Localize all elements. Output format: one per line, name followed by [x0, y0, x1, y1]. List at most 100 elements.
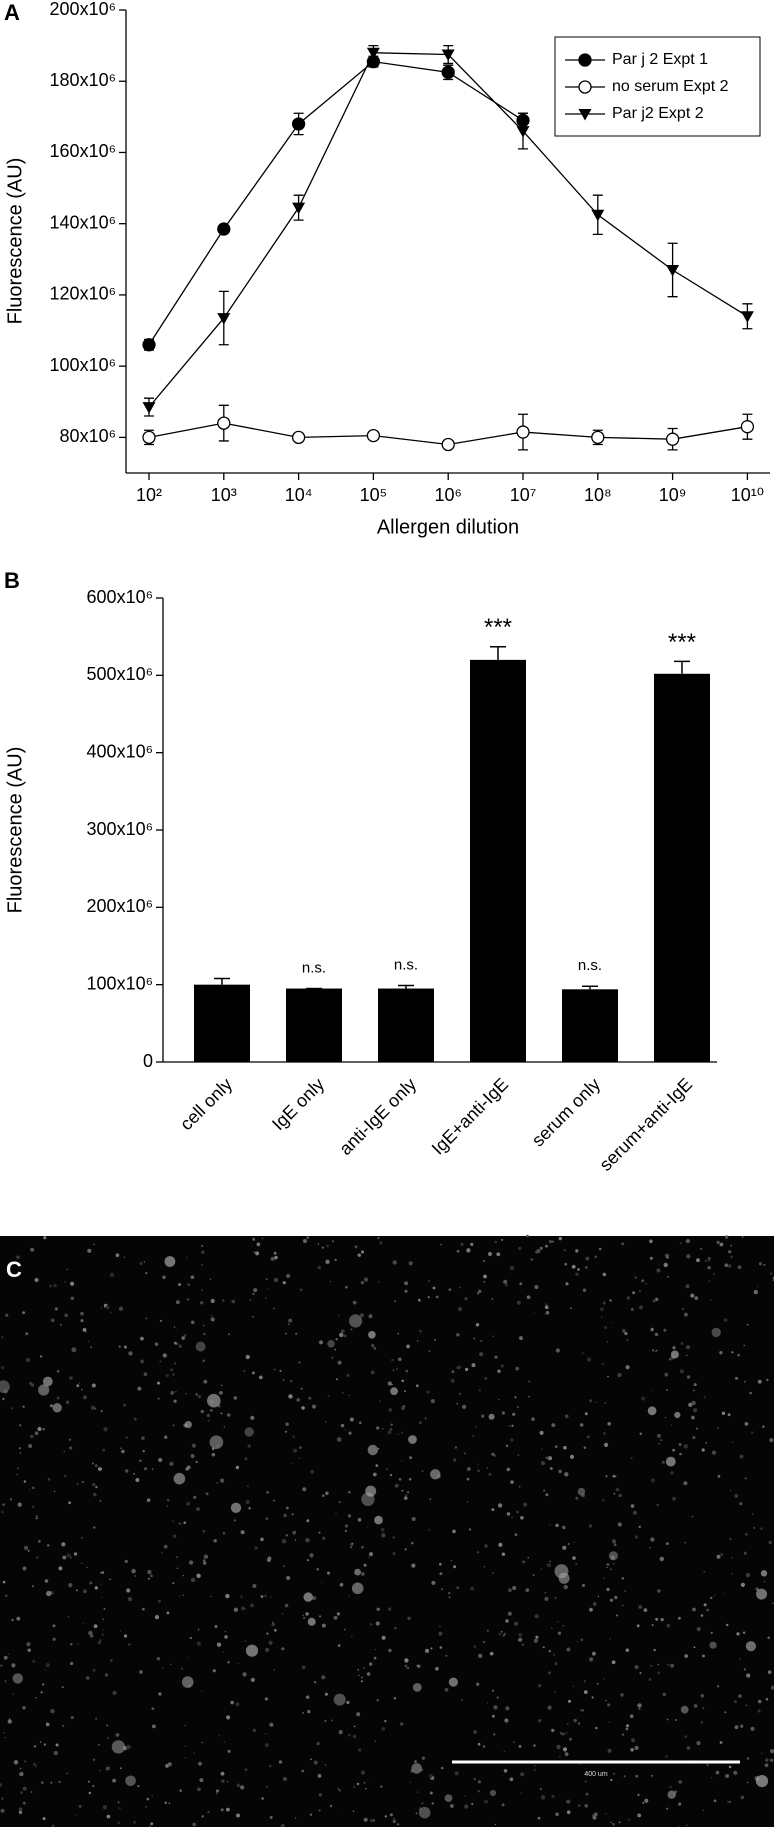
cell-spot — [283, 1777, 287, 1781]
cell-spot — [398, 1477, 402, 1481]
cell-spot — [2, 1397, 5, 1401]
cell-spot — [730, 1244, 733, 1247]
cell-spot — [166, 1505, 168, 1507]
cell-spot — [717, 1474, 721, 1478]
cell-spot — [693, 1408, 698, 1413]
cell-spot — [760, 1527, 763, 1530]
cell-spot — [662, 1460, 665, 1464]
cell-spot — [618, 1821, 621, 1824]
cell-spot — [369, 1662, 373, 1666]
cell-spot — [601, 1316, 603, 1318]
cell-spot — [491, 1298, 494, 1300]
cell-spot — [453, 1458, 457, 1462]
cell-spot — [191, 1443, 196, 1448]
cell-spot — [334, 1348, 337, 1351]
cell-spot — [178, 1283, 182, 1286]
cell-spot — [687, 1375, 691, 1379]
cell-spot — [147, 1577, 150, 1580]
cell-spot — [89, 1581, 93, 1585]
cell-spot — [11, 1663, 16, 1668]
cell-spot — [81, 1562, 83, 1565]
cell-spot — [629, 1714, 634, 1718]
cell-spot — [651, 1624, 654, 1626]
cell-spot — [3, 1655, 8, 1660]
marker — [292, 202, 306, 215]
cell-spot — [539, 1430, 544, 1435]
cell-spot — [101, 1633, 104, 1636]
cell-spot — [258, 1375, 263, 1380]
cell-spot — [404, 1496, 408, 1500]
cell-spot — [745, 1704, 748, 1707]
cell-cluster — [680, 1705, 689, 1714]
error-bar — [490, 645, 506, 660]
cell-spot — [178, 1344, 182, 1348]
cell-spot — [538, 1684, 542, 1688]
cell-spot — [532, 1574, 535, 1576]
cell-spot — [581, 1352, 584, 1355]
cell-spot — [638, 1525, 641, 1528]
cell-spot — [344, 1524, 348, 1528]
cell-cluster — [111, 1740, 126, 1754]
cell-spot — [596, 1682, 599, 1685]
cell-spot — [20, 1791, 23, 1795]
cell-spot — [606, 1341, 608, 1343]
cell-spot — [139, 1459, 142, 1462]
cell-spot — [282, 1379, 285, 1381]
cell-cluster — [367, 1444, 378, 1456]
cell-spot — [719, 1741, 723, 1744]
cell-spot — [700, 1694, 705, 1698]
cell-spot — [566, 1810, 571, 1814]
cell-spot — [408, 1478, 412, 1481]
cell-spot — [235, 1465, 240, 1470]
cell-spot — [411, 1517, 416, 1521]
cell-spot — [607, 1375, 609, 1378]
cell-spot — [318, 1809, 321, 1812]
y-tick-label: 400x10⁶ — [87, 741, 153, 761]
cell-spot — [739, 1658, 741, 1660]
cell-spot — [285, 1422, 289, 1426]
y-tick-label: 100x10⁶ — [87, 973, 153, 993]
cell-spot — [41, 1781, 44, 1784]
cell-spot — [710, 1596, 713, 1600]
cell-spot — [537, 1816, 541, 1820]
cell-spot — [250, 1677, 255, 1682]
cell-spot — [252, 1292, 255, 1295]
cell-spot — [703, 1603, 707, 1607]
cell-spot — [634, 1276, 637, 1279]
cell-spot — [575, 1272, 579, 1277]
cell-spot — [404, 1664, 408, 1668]
cell-spot — [175, 1391, 177, 1393]
cell-spot — [580, 1423, 584, 1427]
cell-spot — [210, 1317, 215, 1322]
cell-spot — [743, 1551, 747, 1555]
cell-spot — [637, 1703, 642, 1708]
cell-spot — [517, 1454, 520, 1456]
cell-spot — [578, 1804, 581, 1807]
cell-spot — [126, 1744, 131, 1750]
cell-spot — [143, 1261, 146, 1263]
cell-spot — [665, 1755, 668, 1758]
cell-spot — [728, 1765, 732, 1769]
cell-spot — [621, 1242, 625, 1246]
cell-spot — [739, 1502, 743, 1506]
cell-spot — [301, 1665, 306, 1670]
cell-spot — [337, 1314, 340, 1316]
cell-spot — [501, 1411, 505, 1415]
cell-spot — [338, 1789, 341, 1792]
significance-label: n.s. — [302, 960, 326, 977]
cell-spot — [710, 1631, 713, 1634]
cell-spot — [692, 1607, 696, 1612]
cell-spot — [0, 1664, 3, 1667]
cell-spot — [583, 1446, 586, 1449]
cell-spot — [209, 1278, 212, 1280]
marker — [591, 209, 605, 222]
cell-spot — [112, 1690, 117, 1695]
cell-spot — [0, 1797, 4, 1800]
cell-spot — [212, 1669, 216, 1673]
marker — [441, 437, 455, 452]
cell-spot — [516, 1300, 521, 1305]
cell-spot — [357, 1669, 360, 1671]
cell-spot — [387, 1430, 392, 1435]
cell-spot — [606, 1566, 608, 1569]
cell-spot — [539, 1246, 543, 1250]
